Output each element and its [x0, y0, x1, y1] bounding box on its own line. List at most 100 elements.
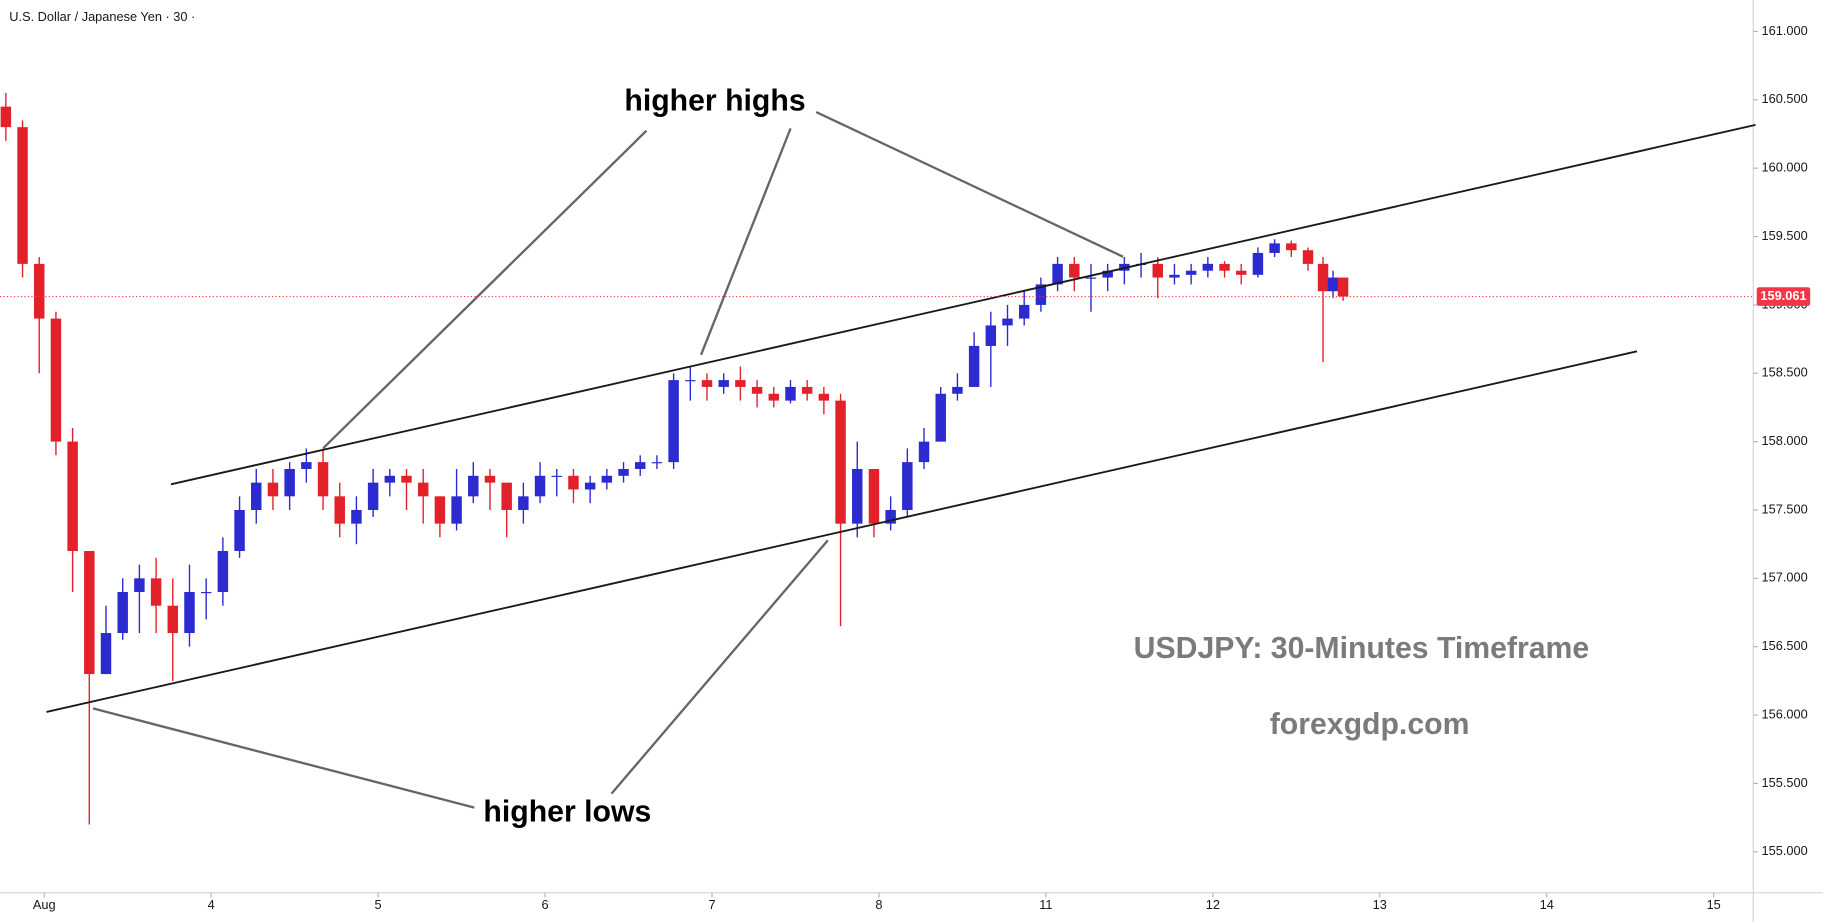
candle-body [601, 475, 613, 483]
y-tick-label: 156.500 [1762, 638, 1808, 653]
pointer [610, 539, 829, 795]
x-tick-label: 5 [375, 897, 382, 912]
annotation: higher lows [483, 795, 651, 828]
candle-body [384, 475, 396, 483]
candle-body [1269, 243, 1280, 253]
candle-body [1252, 252, 1264, 275]
y-tick-label: 157.000 [1762, 570, 1808, 585]
candle-body [251, 482, 262, 510]
candle-body [868, 468, 880, 524]
pointer [815, 110, 1124, 258]
candle-body [184, 592, 195, 634]
candle-body [1286, 243, 1297, 251]
candle-body [835, 400, 846, 524]
candle-body [317, 462, 329, 497]
lower-trendline [46, 350, 1638, 713]
candle-body [718, 380, 729, 387]
candle-body [17, 127, 28, 264]
candle-body [117, 592, 128, 634]
y-tick-label: 160.000 [1762, 160, 1808, 175]
watermark: USDJPY: 30-Minutes Timeframe [1134, 632, 1590, 665]
plot [0, 92, 1349, 825]
candle-body [584, 482, 596, 490]
candle-body [301, 462, 312, 469]
candle-body [618, 468, 629, 476]
chart-title: U.S. Dollar / Japanese Yen · 30 · [9, 9, 195, 24]
candle-body [200, 592, 212, 594]
candle-body [568, 475, 579, 490]
y-tick-label: 161.000 [1762, 23, 1808, 38]
candle-body [952, 386, 963, 394]
candle-body [33, 263, 45, 319]
candle-body [67, 441, 78, 552]
candle-body [518, 496, 529, 510]
candle-body [1152, 263, 1163, 278]
pointer [92, 707, 475, 809]
candle-body [634, 462, 646, 469]
candle-body [918, 441, 930, 463]
candle-body [234, 509, 245, 552]
watermark: forexgdp.com [1270, 708, 1470, 741]
candle-body [0, 106, 12, 128]
candle-body [417, 482, 429, 497]
candle-body [751, 386, 763, 394]
candle-body [1337, 277, 1349, 297]
x-tick-label: Aug [33, 897, 56, 912]
candle-body [267, 482, 279, 497]
candle-body [217, 551, 229, 593]
candle-body [1085, 277, 1097, 279]
upper-trendline [170, 123, 1756, 486]
candle-body [401, 475, 412, 483]
x-tick-label: 12 [1206, 897, 1220, 912]
candle-body [1219, 263, 1230, 271]
candle-body [768, 393, 780, 401]
candle-body [1235, 270, 1247, 275]
pointer [322, 129, 648, 449]
pointer [699, 127, 792, 356]
candle-body [84, 551, 95, 675]
x-tick-label: 7 [708, 897, 715, 912]
y-tick-label: 158.000 [1762, 433, 1808, 448]
y-tick-label: 159.500 [1762, 228, 1808, 243]
candle-body [1052, 263, 1063, 285]
y-tick-label: 158.500 [1762, 365, 1808, 380]
candle-body [50, 318, 62, 442]
x-tick-label: 15 [1707, 897, 1721, 912]
candle-body [434, 496, 446, 524]
candle-body [284, 468, 295, 497]
candle-body [1102, 270, 1113, 278]
candle-body [885, 509, 896, 524]
candle-body [685, 380, 696, 382]
candle-body [334, 496, 345, 524]
candle-body [167, 605, 179, 634]
last-price-label: 159.061 [1760, 288, 1806, 303]
y-tick-label: 156.000 [1762, 706, 1808, 721]
candle-body [1327, 277, 1339, 292]
x-tick-label: 4 [208, 897, 215, 912]
candle-body [468, 475, 479, 497]
candle-body [501, 482, 512, 510]
candle-body [1035, 284, 1047, 305]
candle-body [1302, 250, 1314, 264]
candle-body [735, 380, 746, 387]
candle-body [902, 462, 913, 510]
candle-body [367, 482, 379, 510]
candle-body [785, 386, 796, 401]
pointers [92, 110, 1124, 809]
last-price-box [1756, 287, 1811, 306]
candle-body [451, 496, 462, 524]
candle-body [818, 393, 830, 401]
candle-body [551, 475, 562, 477]
candle-body [801, 386, 813, 394]
candle-body [1069, 263, 1080, 278]
candle-body [1018, 304, 1030, 319]
candle-body [1202, 263, 1214, 271]
candle-body [968, 345, 980, 387]
candle-body [1185, 270, 1197, 275]
candle-body [100, 633, 112, 675]
x-tick-label: 11 [1039, 897, 1052, 912]
candle-body [985, 325, 997, 346]
candle-body [150, 578, 162, 606]
x-tick-label: 8 [875, 897, 882, 912]
